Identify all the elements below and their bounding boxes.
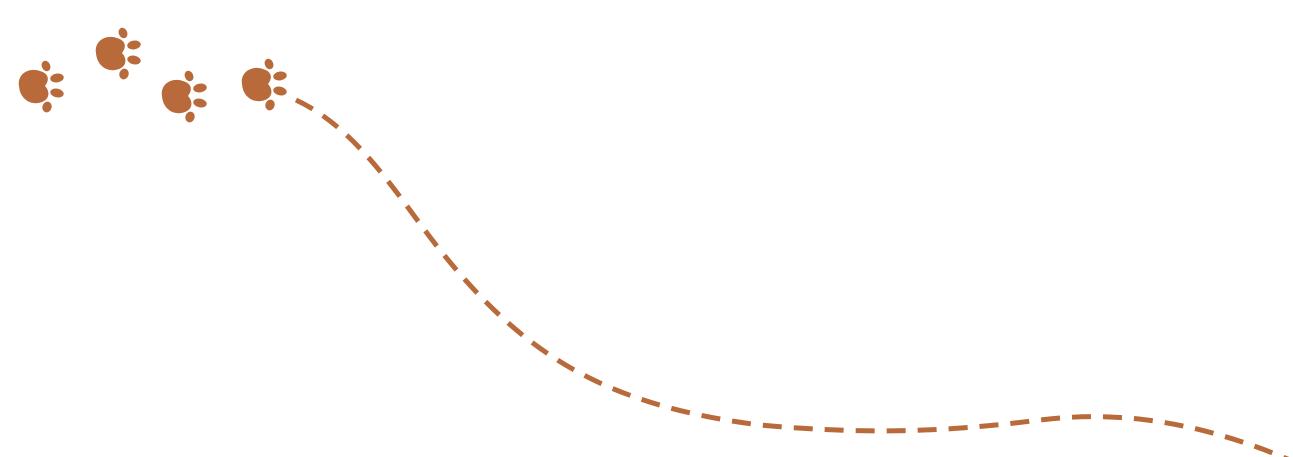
- paw-print-icon: [95, 26, 142, 81]
- dashed-trail-path: [294, 97, 1290, 457]
- paw-print-icon: [161, 69, 208, 124]
- paw-print-icon: [241, 57, 288, 112]
- paw-print-icon: [18, 59, 65, 114]
